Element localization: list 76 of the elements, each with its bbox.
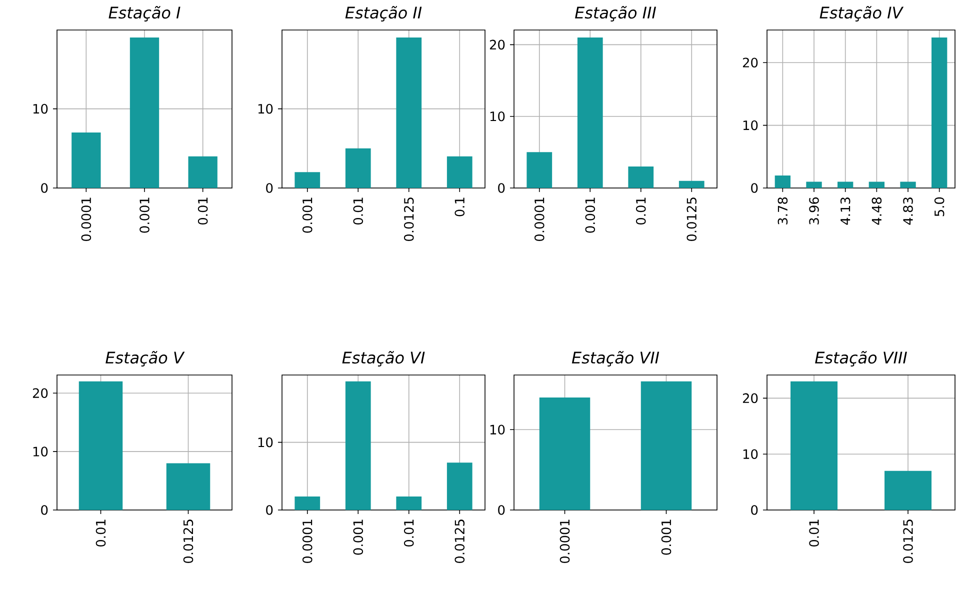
y-tick-label: 0 — [266, 505, 273, 515]
bar — [345, 148, 371, 188]
bar — [446, 462, 472, 510]
x-tick-label: 0.01 — [636, 198, 646, 224]
bar — [678, 180, 704, 188]
x-tick-label: 0.0001 — [534, 198, 544, 241]
bar — [838, 182, 854, 188]
bar — [446, 156, 472, 188]
chart-title: Estação VIII — [815, 351, 907, 367]
y-tick-label: 20 — [32, 388, 48, 398]
x-tick-label: 0.001 — [585, 198, 596, 233]
x-tick-label: 4.13 — [840, 198, 850, 225]
y-tick-label: 20 — [490, 40, 505, 50]
y-tick-label: 10 — [258, 104, 273, 114]
x-tick-label: 0.001 — [353, 520, 364, 555]
chart-title: Estação VI — [342, 351, 425, 367]
x-tick-label: 0.0125 — [903, 520, 913, 563]
y-tick-label: 10 — [490, 424, 505, 435]
chart-title: Estação II — [345, 6, 422, 22]
x-tick-label: 0.01 — [353, 198, 364, 224]
x-tick-label: 3.78 — [778, 197, 788, 224]
bar — [526, 152, 552, 188]
chart-title: Estação V — [106, 351, 185, 367]
bar — [396, 496, 422, 510]
bar — [774, 175, 791, 188]
bar — [345, 381, 371, 510]
bar — [577, 38, 603, 188]
bar — [294, 172, 320, 188]
y-tick-label: 0 — [751, 183, 758, 193]
y-tick-label: 0 — [498, 505, 505, 515]
chart-title: Estação IV — [820, 6, 904, 22]
y-tick-label: 0 — [41, 183, 48, 193]
x-tick-label: 0.0125 — [183, 520, 194, 563]
y-tick-label: 10 — [743, 120, 758, 130]
x-tick-label: 0.0125 — [454, 520, 465, 563]
x-tick-label: 0.01 — [198, 198, 208, 224]
y-tick-label: 10 — [743, 449, 758, 459]
x-tick-label: 0.0125 — [404, 198, 414, 241]
bar — [900, 182, 916, 188]
x-tick-label: 0.0001 — [560, 520, 570, 563]
x-tick-label: 0.0001 — [81, 198, 92, 241]
chart-title: Estação III — [575, 6, 656, 22]
bar — [396, 38, 422, 188]
y-tick-label: 0 — [41, 505, 48, 515]
x-tick-label: 0.001 — [302, 198, 312, 233]
chart-title: Estação I — [108, 6, 180, 22]
bar — [188, 156, 218, 188]
x-tick-label: 0.01 — [96, 520, 106, 546]
y-tick-label: 10 — [33, 446, 48, 456]
bar — [868, 182, 885, 188]
y-tick-label: 0 — [266, 183, 273, 193]
bar — [806, 182, 822, 188]
x-tick-label: 0.001 — [140, 198, 150, 233]
y-tick-label: 10 — [33, 104, 48, 114]
y-tick-label: 10 — [490, 111, 505, 122]
bar — [72, 132, 101, 188]
bar — [628, 166, 654, 188]
x-tick-label: 4.48 — [872, 197, 882, 225]
bar — [130, 38, 160, 188]
x-tick-label: 0.01 — [404, 520, 414, 546]
bar — [932, 38, 948, 188]
y-tick-label: 0 — [751, 505, 758, 515]
chart-title: Estação VII — [572, 351, 660, 367]
x-tick-label: 0.0125 — [686, 198, 697, 241]
x-tick-label: 0.001 — [661, 520, 672, 555]
bar — [294, 496, 320, 510]
y-tick-label: 10 — [258, 437, 273, 448]
x-tick-label: 0.1 — [454, 198, 465, 216]
y-tick-label: 20 — [742, 58, 758, 68]
x-tick-label: 3.96 — [809, 197, 819, 224]
y-tick-label: 0 — [498, 183, 505, 193]
x-tick-label: 0.01 — [809, 520, 819, 546]
y-tick-label: 20 — [742, 393, 758, 404]
x-tick-label: 4.83 — [903, 198, 913, 225]
x-tick-label: 5.0 — [934, 197, 944, 216]
x-tick-label: 0.0001 — [302, 520, 312, 563]
